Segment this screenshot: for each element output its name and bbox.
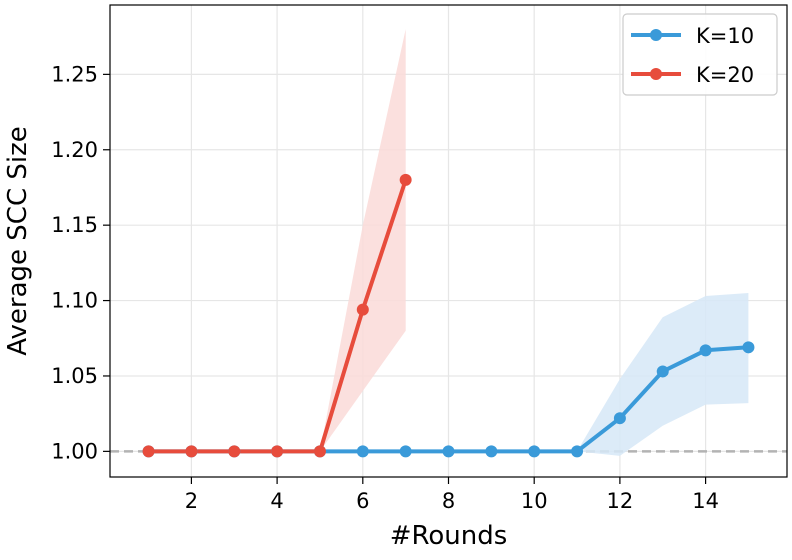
data-point — [399, 445, 412, 458]
data-point — [399, 173, 412, 186]
data-point — [271, 445, 284, 458]
legend-swatch-marker — [650, 68, 662, 80]
confidence-band-2 — [148, 29, 406, 452]
data-point — [356, 445, 369, 458]
y-tick-label: 1.20 — [51, 138, 98, 162]
legend-label: K=10 — [696, 24, 754, 48]
y-tick-label: 1.25 — [51, 62, 98, 86]
data-point — [656, 365, 669, 378]
data-point — [442, 445, 455, 458]
x-tick-label: 4 — [270, 489, 283, 513]
y-tick-label: 1.05 — [51, 364, 98, 388]
x-axis-label: #Rounds — [390, 521, 508, 551]
legend-label: K=20 — [696, 63, 754, 87]
y-axis-label: Average SCC Size — [3, 126, 33, 355]
data-point — [142, 445, 155, 458]
x-tick-label: 8 — [442, 489, 455, 513]
data-point — [571, 445, 584, 458]
data-point — [485, 445, 498, 458]
axis-ticks: 2 4 6 8 10 12 14 1.00 1.05 1.10 1.15 1.20 1.25 — [51, 62, 719, 513]
series-points — [142, 173, 755, 458]
data-point — [699, 344, 712, 357]
data-point — [356, 303, 369, 316]
x-tick-label: 2 — [185, 489, 198, 513]
x-tick-label: 6 — [356, 489, 369, 513]
data-point — [613, 412, 626, 425]
confidence-band-1 — [148, 293, 749, 456]
x-tick-label: 12 — [607, 489, 634, 513]
confidence-bands — [148, 29, 749, 456]
data-point — [313, 445, 326, 458]
y-tick-label: 1.15 — [51, 213, 98, 237]
x-tick-label: 14 — [692, 489, 719, 513]
data-point — [528, 445, 541, 458]
x-tick-label: 10 — [521, 489, 548, 513]
legend-swatch-marker — [650, 29, 662, 41]
data-point — [742, 341, 755, 354]
legend: K=10 K=20 — [622, 13, 778, 96]
y-tick-label: 1.00 — [51, 439, 98, 463]
data-point — [228, 445, 241, 458]
data-point — [185, 445, 198, 458]
y-tick-label: 1.10 — [51, 289, 98, 313]
